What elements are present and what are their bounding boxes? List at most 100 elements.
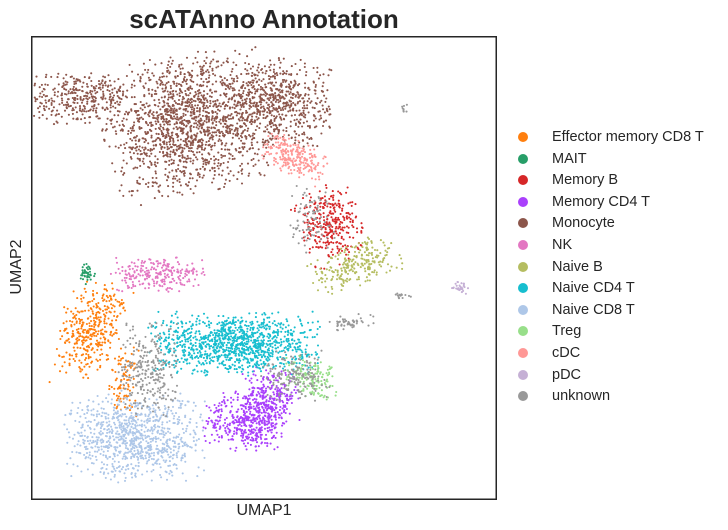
data-point [193, 95, 196, 99]
data-point [274, 323, 277, 326]
data-point [202, 64, 205, 67]
data-point [292, 101, 295, 104]
data-point [176, 102, 179, 106]
data-point [172, 149, 175, 152]
data-point [238, 147, 241, 150]
data-point [266, 444, 269, 448]
data-point [334, 227, 337, 230]
data-point [70, 324, 73, 327]
data-point [83, 274, 86, 277]
data-point [66, 307, 69, 310]
data-point [83, 110, 86, 113]
data-point [96, 91, 99, 94]
data-point [280, 412, 283, 415]
data-point [216, 433, 219, 436]
data-point [241, 111, 244, 114]
data-point [338, 218, 341, 221]
data-point [265, 69, 268, 73]
data-point [203, 101, 206, 104]
data-point [161, 87, 164, 90]
data-point [279, 72, 282, 75]
data-point [206, 106, 209, 109]
data-point [161, 81, 164, 84]
data-point [253, 413, 256, 417]
data-point [147, 148, 150, 152]
data-point [85, 352, 88, 356]
data-point [200, 124, 203, 127]
data-point [85, 322, 88, 326]
data-point [292, 93, 295, 96]
data-point [212, 333, 215, 337]
data-point [67, 338, 70, 341]
data-point [162, 105, 165, 108]
data-point [204, 147, 207, 150]
data-point [240, 139, 243, 142]
data-point [258, 113, 262, 116]
data-point [183, 284, 186, 287]
data-point [121, 290, 124, 293]
data-point [152, 147, 155, 150]
data-point [255, 101, 258, 104]
data-point [42, 105, 46, 108]
data-point [133, 96, 136, 99]
data-point [76, 337, 79, 340]
data-point [250, 141, 253, 144]
data-point [341, 245, 344, 248]
data-point [84, 358, 87, 361]
data-point [167, 195, 170, 198]
data-point [286, 344, 290, 347]
data-point [159, 273, 162, 276]
data-point [228, 87, 231, 90]
data-point [195, 116, 198, 119]
data-point [103, 139, 106, 142]
data-point [206, 161, 209, 164]
data-point [182, 172, 185, 175]
data-point [169, 91, 172, 94]
data-point [212, 72, 215, 75]
data-point [150, 268, 153, 271]
data-point [290, 73, 293, 77]
data-point [320, 99, 323, 102]
data-point [81, 266, 84, 269]
data-point [379, 239, 382, 242]
data-point [90, 361, 93, 364]
data-point [98, 117, 101, 120]
data-point [207, 126, 211, 129]
data-point [315, 353, 318, 356]
data-point [162, 126, 165, 129]
data-point [377, 254, 380, 257]
data-point [128, 389, 131, 392]
data-point [133, 110, 137, 113]
data-point [199, 117, 202, 120]
data-point [109, 322, 113, 325]
data-point [196, 110, 199, 113]
data-point [81, 85, 84, 88]
data-point [162, 319, 165, 322]
data-point [129, 151, 132, 154]
data-point [171, 272, 174, 275]
data-point [86, 362, 89, 365]
data-point [205, 70, 208, 73]
data-point [50, 102, 53, 105]
data-point [228, 424, 231, 427]
data-point [236, 129, 239, 132]
data-point [217, 139, 220, 143]
data-point [280, 432, 283, 435]
data-point [302, 145, 305, 148]
data-point [297, 397, 300, 400]
data-point [168, 71, 171, 74]
data-point [113, 305, 116, 308]
data-point [149, 109, 152, 112]
data-point [264, 130, 267, 133]
data-point [266, 115, 269, 118]
data-point [167, 290, 170, 293]
data-point [311, 310, 314, 313]
point-layer [33, 46, 470, 484]
data-point [262, 375, 265, 379]
data-point [270, 101, 273, 104]
data-point [78, 317, 81, 320]
data-point [317, 235, 320, 239]
data-point [150, 121, 153, 124]
data-point [181, 146, 184, 149]
data-point [125, 74, 128, 78]
